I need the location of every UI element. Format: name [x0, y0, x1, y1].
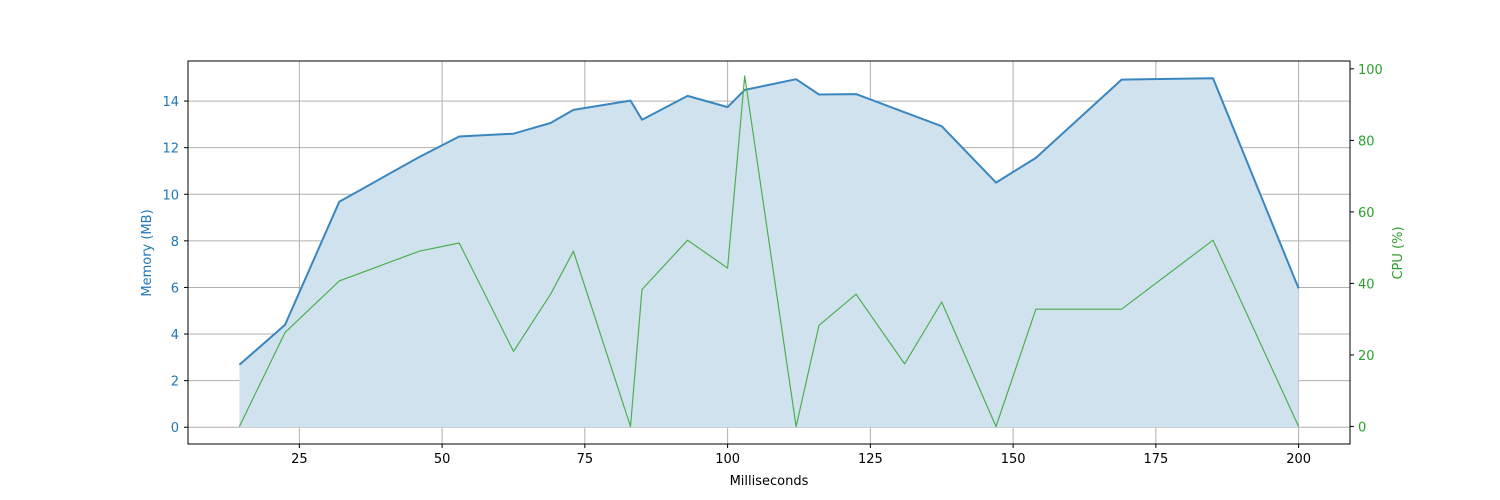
y-right-tick-label: 100: [1358, 63, 1383, 78]
y-right-tick-label: 40: [1358, 277, 1375, 292]
x-tick-label: 200: [1286, 452, 1311, 467]
plot-frame: [187, 60, 1351, 445]
x-axis: 25 50 75 100 125 150 175 200: [291, 444, 1311, 467]
y-left-tick-label: 14: [162, 95, 179, 110]
memory-line: [238, 77, 1300, 366]
cpu-line: [238, 75, 1300, 428]
y-axis-right: 0 20 40 60 80 100: [1350, 63, 1383, 435]
y-left-tick-label: 8: [171, 235, 179, 250]
cpu-series: [238, 75, 1300, 428]
memory-area-fill: [239, 78, 1299, 428]
x-tick-label: 25: [291, 452, 308, 467]
y-right-tick-label: 20: [1358, 349, 1375, 364]
x-tick-label: 125: [858, 452, 883, 467]
y-axis-left: 0 2 4 6 8 10 12 14: [162, 95, 188, 436]
y-left-tick-label: 2: [171, 375, 179, 390]
y-left-tick-label: 4: [171, 328, 179, 343]
y-left-tick-label: 0: [171, 421, 179, 436]
x-tick-label: 75: [577, 452, 594, 467]
x-axis-title: Milliseconds: [730, 474, 809, 489]
y-right-tick-label: 60: [1358, 206, 1375, 221]
y-axis-left-title: Memory (MB): [140, 209, 155, 296]
x-tick-label: 150: [1001, 452, 1026, 467]
memory-series: [238, 77, 1300, 428]
y-right-tick-label: 0: [1358, 420, 1366, 435]
y-axis-right-title: CPU (%): [1391, 226, 1406, 279]
x-tick-label: 175: [1143, 452, 1168, 467]
y-left-tick-label: 10: [162, 188, 179, 203]
y-left-tick-label: 12: [162, 142, 179, 157]
y-left-tick-label: 6: [171, 281, 179, 296]
x-tick-label: 50: [434, 452, 451, 467]
y-right-tick-label: 80: [1358, 134, 1375, 149]
x-tick-label: 100: [715, 452, 740, 467]
